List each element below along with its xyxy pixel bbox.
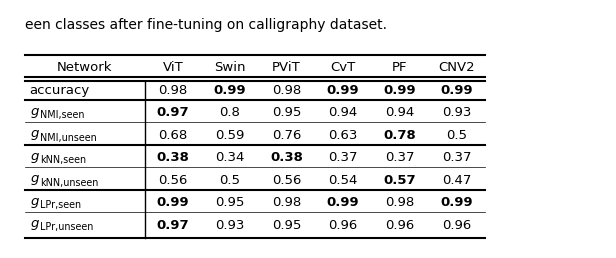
Text: CNV2: CNV2: [438, 61, 475, 75]
Text: $g$: $g$: [30, 218, 39, 232]
Text: $g$: $g$: [30, 196, 39, 210]
Text: 0.37: 0.37: [442, 151, 471, 164]
Text: 0.99: 0.99: [440, 196, 472, 209]
Text: $g$: $g$: [30, 173, 39, 187]
Text: 0.98: 0.98: [385, 196, 415, 209]
Text: CvT: CvT: [331, 61, 355, 75]
Text: 0.56: 0.56: [158, 174, 188, 187]
Text: 0.99: 0.99: [214, 84, 246, 97]
Text: 0.99: 0.99: [327, 84, 359, 97]
Text: 0.93: 0.93: [215, 219, 245, 232]
Text: 0.68: 0.68: [158, 129, 188, 142]
Text: NMI,seen: NMI,seen: [40, 110, 84, 120]
Text: 0.98: 0.98: [272, 196, 301, 209]
Text: een classes after fine-tuning on calligraphy dataset.: een classes after fine-tuning on calligr…: [25, 18, 387, 32]
Text: 0.94: 0.94: [385, 106, 415, 119]
Text: 0.96: 0.96: [385, 219, 415, 232]
Text: 0.54: 0.54: [328, 174, 358, 187]
Text: 0.38: 0.38: [270, 151, 303, 164]
Text: 0.95: 0.95: [215, 196, 245, 209]
Text: Network: Network: [57, 61, 113, 75]
Text: 0.99: 0.99: [157, 196, 189, 209]
Text: NMI,unseen: NMI,unseen: [40, 133, 97, 143]
Text: kNN,unseen: kNN,unseen: [40, 178, 99, 188]
Text: 0.37: 0.37: [385, 151, 415, 164]
Text: 0.98: 0.98: [272, 84, 301, 97]
Text: 0.56: 0.56: [272, 174, 301, 187]
Text: LPr,seen: LPr,seen: [40, 200, 81, 210]
Text: 0.8: 0.8: [219, 106, 240, 119]
Text: 0.38: 0.38: [156, 151, 190, 164]
Text: 0.97: 0.97: [157, 106, 189, 119]
Text: 0.93: 0.93: [442, 106, 471, 119]
Text: $g$: $g$: [30, 106, 39, 120]
Text: 0.5: 0.5: [219, 174, 240, 187]
Text: 0.47: 0.47: [442, 174, 471, 187]
Text: 0.34: 0.34: [215, 151, 245, 164]
Text: 0.94: 0.94: [328, 106, 358, 119]
Text: 0.99: 0.99: [384, 84, 416, 97]
Text: 0.95: 0.95: [272, 219, 301, 232]
Text: LPr,unseen: LPr,unseen: [40, 222, 94, 232]
Text: accuracy: accuracy: [30, 84, 90, 97]
Text: 0.57: 0.57: [384, 174, 416, 187]
Text: 0.59: 0.59: [215, 129, 245, 142]
Text: 0.5: 0.5: [446, 129, 467, 142]
Text: PF: PF: [392, 61, 408, 75]
Text: 0.99: 0.99: [440, 84, 472, 97]
Text: 0.99: 0.99: [327, 196, 359, 209]
Text: 0.78: 0.78: [383, 129, 416, 142]
Text: 0.95: 0.95: [272, 106, 301, 119]
Text: 0.96: 0.96: [442, 219, 471, 232]
Text: $g$: $g$: [30, 128, 39, 142]
Text: 0.98: 0.98: [158, 84, 188, 97]
Text: 0.76: 0.76: [272, 129, 301, 142]
Text: $g$: $g$: [30, 151, 39, 165]
Text: Swin: Swin: [214, 61, 246, 75]
Text: 0.37: 0.37: [328, 151, 358, 164]
Text: 0.97: 0.97: [157, 219, 189, 232]
Text: ViT: ViT: [163, 61, 184, 75]
Text: 0.63: 0.63: [328, 129, 358, 142]
Text: kNN,seen: kNN,seen: [40, 155, 86, 165]
Text: 0.96: 0.96: [328, 219, 358, 232]
Text: PViT: PViT: [272, 61, 301, 75]
